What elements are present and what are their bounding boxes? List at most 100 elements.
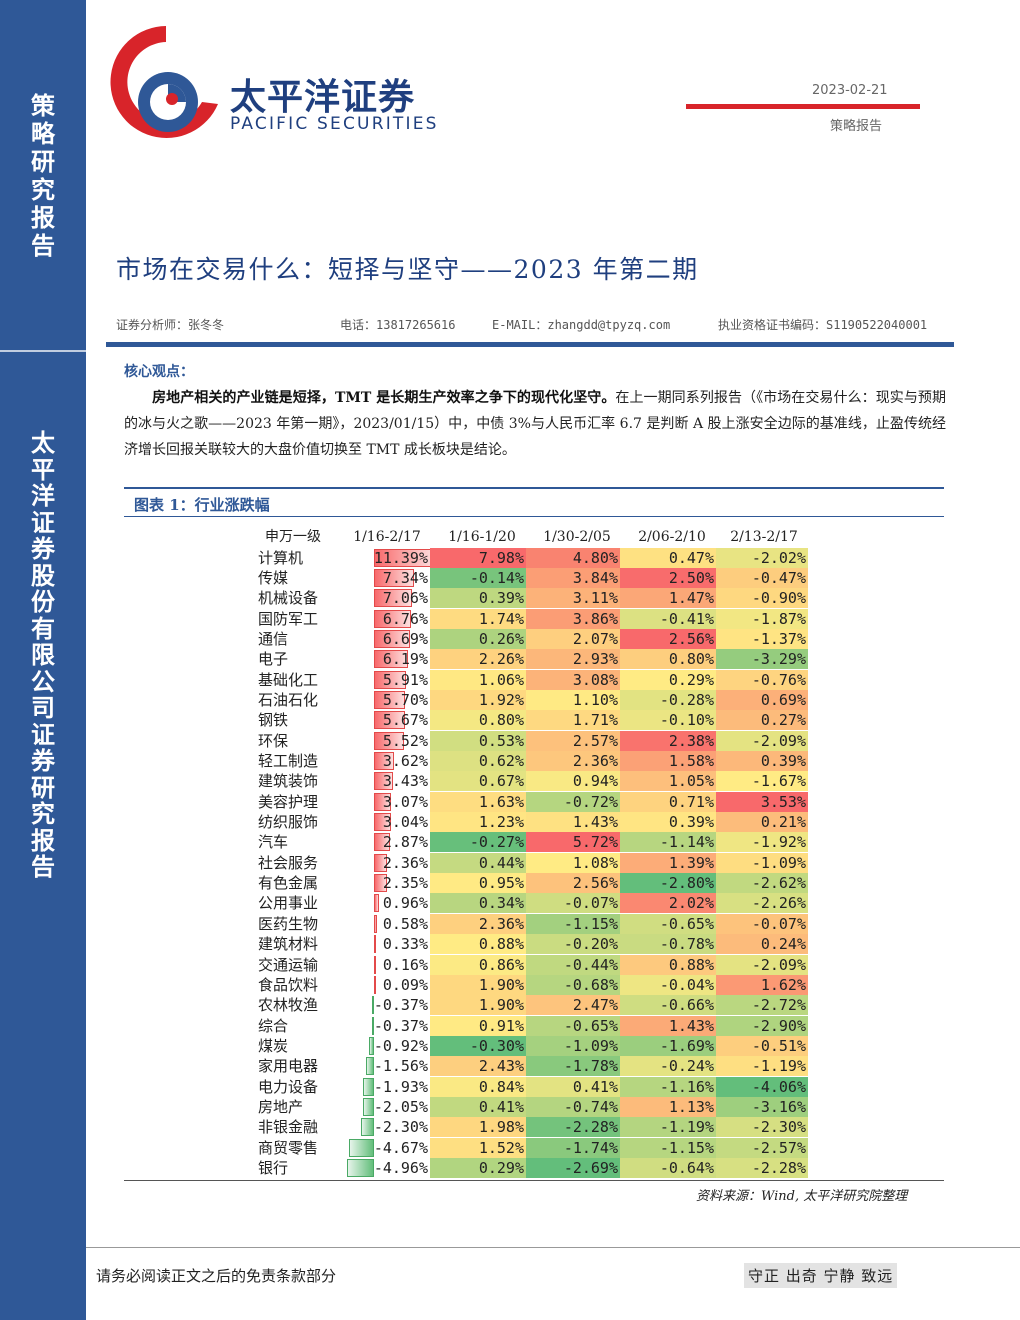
data-bar [362, 1097, 374, 1116]
core-view-body: 在上一期同系列报告（《市场在交易什么：现实与预期的冰与火之歌——2023 年第一… [124, 390, 946, 458]
weekly-return-cell: 0.39% [620, 812, 716, 833]
phone: 电话：13817265616 [340, 318, 456, 332]
industry-name: 非银金融 [258, 1118, 319, 1137]
cumulative-return-cell: 3.07% [382, 792, 428, 811]
data-bar [374, 914, 378, 933]
cumulative-return-cell: 0.96% [382, 894, 428, 913]
weekly-return-cell: 0.80% [620, 649, 716, 670]
industry-name: 煤炭 [258, 1036, 289, 1055]
weekly-return-cell: -2.26% [716, 893, 808, 914]
table-row: 环保 5.52% 0.53% 2.57% 2.38% -2.09% [258, 730, 818, 751]
weekly-return-cell: 1.47% [620, 588, 716, 609]
cumulative-return-cell: 5.52% [382, 731, 428, 750]
weekly-return-cell: 0.62% [430, 751, 526, 771]
weekly-return-cell: -3.16% [716, 1096, 808, 1117]
cumulative-return-cell: 0.16% [382, 955, 428, 974]
cumulative-return-cell: 2.36% [382, 853, 428, 872]
weekly-return-cell: -3.29% [716, 649, 808, 670]
industry-name: 美容护理 [258, 792, 319, 811]
weekly-return-cell: 0.69% [716, 689, 808, 710]
pacific-securities-logo [110, 26, 218, 138]
cumulative-return-cell: 7.06% [382, 589, 428, 608]
weekly-return-cell: 0.21% [716, 812, 808, 833]
weekly-return-cell: 3.08% [526, 669, 620, 690]
weekly-return-cell: 1.63% [430, 791, 526, 812]
data-bar [347, 1159, 374, 1177]
data-bar [374, 833, 390, 852]
cumulative-return-cell: -1.56% [373, 1057, 428, 1076]
weekly-return-cell: 2.07% [526, 628, 620, 649]
table-row: 非银金融 -2.30% 1.98% -2.28% -1.19% -2.30% [258, 1117, 818, 1138]
weekly-return-cell: 1.90% [430, 995, 526, 1016]
weekly-return-cell: -0.24% [620, 1056, 716, 1077]
cumulative-return-cell: 5.70% [382, 690, 428, 709]
weekly-return-cell: -2.90% [716, 1015, 808, 1036]
weekly-return-cell: -1.09% [526, 1035, 620, 1056]
industry-name: 计算机 [258, 548, 304, 567]
weekly-return-cell: 0.39% [716, 751, 808, 771]
company-motto: 守正 出奇 宁静 致远 [744, 1263, 898, 1288]
table-row: 美容护理 3.07% 1.63% -0.72% 0.71% 3.53% [258, 791, 818, 812]
industry-name: 纺织服饰 [258, 813, 319, 832]
data-bar [374, 670, 407, 689]
sidebar-company-char: 公 [31, 666, 55, 696]
industry-name: 建筑装饰 [258, 772, 319, 791]
weekly-return-cell: -0.65% [526, 1015, 620, 1036]
weekly-return-cell: 1.74% [430, 608, 526, 629]
data-bar [361, 1118, 374, 1137]
table-row: 纺织服饰 3.04% 1.23% 1.43% 0.39% 0.21% [258, 812, 818, 833]
weekly-return-cell: -2.80% [620, 873, 716, 894]
brand-name-cn: 太平洋证券 [230, 77, 416, 118]
data-bar [374, 609, 411, 628]
weekly-return-cell: 0.86% [430, 954, 526, 975]
table-row: 国防军工 6.76% 1.74% 3.86% -0.41% -1.87% [258, 608, 818, 629]
figure-rule-bottom [124, 516, 944, 517]
weekly-return-cell: -0.41% [620, 608, 716, 629]
weekly-return-cell: 0.29% [620, 669, 716, 690]
cumulative-return-cell: -0.37% [373, 1016, 428, 1035]
weekly-return-cell: -1.69% [620, 1035, 716, 1056]
data-bar [368, 1036, 374, 1055]
industry-name: 综合 [258, 1016, 289, 1035]
cumulative-return-cell: 6.76% [382, 609, 428, 628]
weekly-return-cell: 0.88% [620, 954, 716, 975]
data-bar [363, 1077, 374, 1096]
sidebar-report-char: 告 [31, 231, 55, 260]
weekly-return-cell: 1.62% [716, 974, 808, 995]
weekly-return-cell: 0.47% [620, 547, 716, 568]
weekly-return-cell: 0.80% [430, 710, 526, 731]
weekly-return-cell: -1.14% [620, 832, 716, 853]
cumulative-return-cell: -4.67% [373, 1138, 428, 1157]
sidebar-company-char: 报 [31, 825, 55, 855]
table-row: 电力设备 -1.93% 0.84% 0.41% -1.16% -4.06% [258, 1076, 818, 1097]
cumulative-return-cell: -2.05% [373, 1097, 428, 1116]
weekly-return-cell: 0.71% [620, 791, 716, 812]
industry-name: 农林牧渔 [258, 996, 319, 1015]
weekly-return-cell: -1.16% [620, 1076, 716, 1097]
table-row: 石油石化 5.70% 1.92% 1.10% -0.28% 0.69% [258, 689, 818, 710]
cumulative-return-cell: 3.04% [382, 813, 428, 832]
industry-name: 机械设备 [258, 589, 319, 608]
weekly-return-cell: -2.09% [716, 954, 808, 975]
weekly-return-cell: -1.19% [620, 1117, 716, 1138]
weekly-return-cell: -0.07% [716, 913, 808, 934]
weekly-return-cell: 2.43% [430, 1056, 526, 1077]
weekly-return-cell: -2.62% [716, 873, 808, 894]
industry-name: 社会服务 [258, 853, 319, 872]
weekly-return-cell: -2.69% [526, 1158, 620, 1178]
industry-name: 电力设备 [258, 1077, 319, 1096]
industry-name: 公用事业 [258, 894, 319, 913]
table-header-row: 申万一级 1/16-2/17 1/16-1/20 1/30-2/05 2/06-2/10… [258, 527, 818, 547]
industry-name: 钢铁 [258, 711, 289, 730]
cumulative-return-cell: -0.37% [373, 996, 428, 1015]
core-view-paragraph: 房地产相关的产业链是短择，TMT 是长期生产效率之争下的现代化坚守。在上一期同系… [124, 385, 946, 463]
sidebar-report-char: 研 [31, 147, 55, 176]
weekly-return-cell: -2.28% [526, 1117, 620, 1138]
column-header: 申万一级 [265, 529, 321, 545]
data-bar [374, 874, 387, 893]
cumulative-return-cell: 3.43% [382, 772, 428, 791]
table-row: 医药生物 0.58% 2.36% -1.15% -0.65% -0.07% [258, 913, 818, 934]
weekly-return-cell: 1.06% [430, 669, 526, 690]
table-row: 交通运输 0.16% 0.86% -0.44% 0.88% -2.09% [258, 954, 818, 975]
sidebar-company-char: 券 [31, 534, 55, 563]
